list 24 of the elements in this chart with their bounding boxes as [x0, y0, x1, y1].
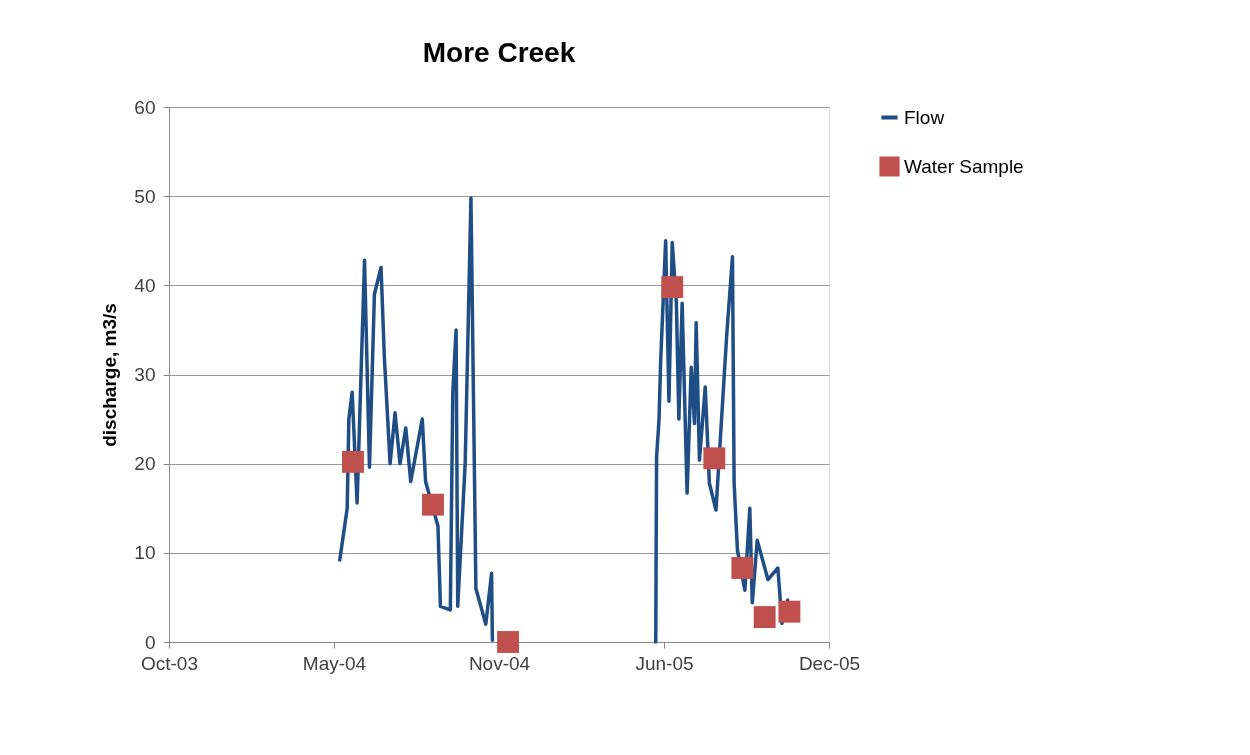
point — [778, 600, 801, 623]
point — [753, 606, 776, 628]
y-axis-title: discharge, m3/s — [99, 303, 121, 447]
chart-title: More Creek — [422, 37, 576, 68]
point — [422, 493, 444, 516]
legend-label: Water Sample — [904, 155, 1024, 177]
point — [703, 447, 726, 470]
y-tick-label: 60 — [134, 96, 156, 118]
y-tick-label: 10 — [134, 542, 156, 564]
y-tick-label: 30 — [134, 364, 156, 385]
point — [342, 450, 364, 473]
y-tick-label: 40 — [134, 274, 156, 296]
point — [661, 276, 684, 299]
x-tick-label: Dec-05 — [798, 652, 861, 674]
point — [497, 631, 520, 653]
y-tick-label: 0 — [144, 631, 156, 653]
legend-label: Flow — [904, 106, 945, 128]
x-tick-label: May-04 — [302, 652, 367, 674]
x-tick-label: Nov-04 — [468, 652, 531, 674]
x-tick-label: Jun-05 — [635, 652, 694, 674]
y-tick-label: 20 — [134, 453, 156, 475]
y-tick-label: 50 — [134, 185, 156, 207]
point — [731, 557, 754, 579]
x-tick-label: Oct-03 — [140, 652, 199, 674]
